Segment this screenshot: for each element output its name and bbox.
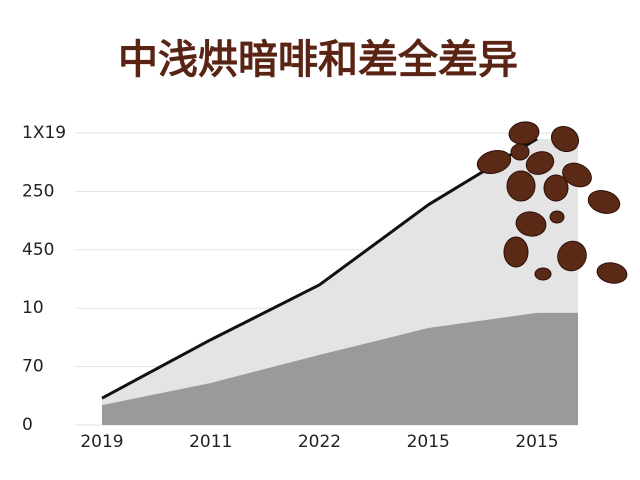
y-tick-label: 0 xyxy=(22,415,33,435)
chart-title: 中浅烘暗啡和差全差异 xyxy=(118,37,518,83)
x-tick-label: 2019 xyxy=(80,432,123,452)
y-tick-label: 10 xyxy=(22,298,44,318)
area xyxy=(102,312,578,425)
y-tick-label: 450 xyxy=(22,240,54,260)
y-tick-label: 250 xyxy=(22,181,54,201)
line xyxy=(101,137,538,400)
x-tick-label: 2022 xyxy=(298,432,341,452)
coffee-beans xyxy=(476,121,628,284)
x-tick-label: 2015 xyxy=(515,432,558,452)
x-tick-label: 2015 xyxy=(407,432,450,452)
y-tick-label: 70 xyxy=(22,357,44,377)
y-tick-label: 1X19 xyxy=(22,123,66,143)
x-tick-label: 2011 xyxy=(189,432,232,452)
plot: 0 70 10 450 250 1X19 2019 2011 2022 2015 2015 xyxy=(22,123,578,452)
